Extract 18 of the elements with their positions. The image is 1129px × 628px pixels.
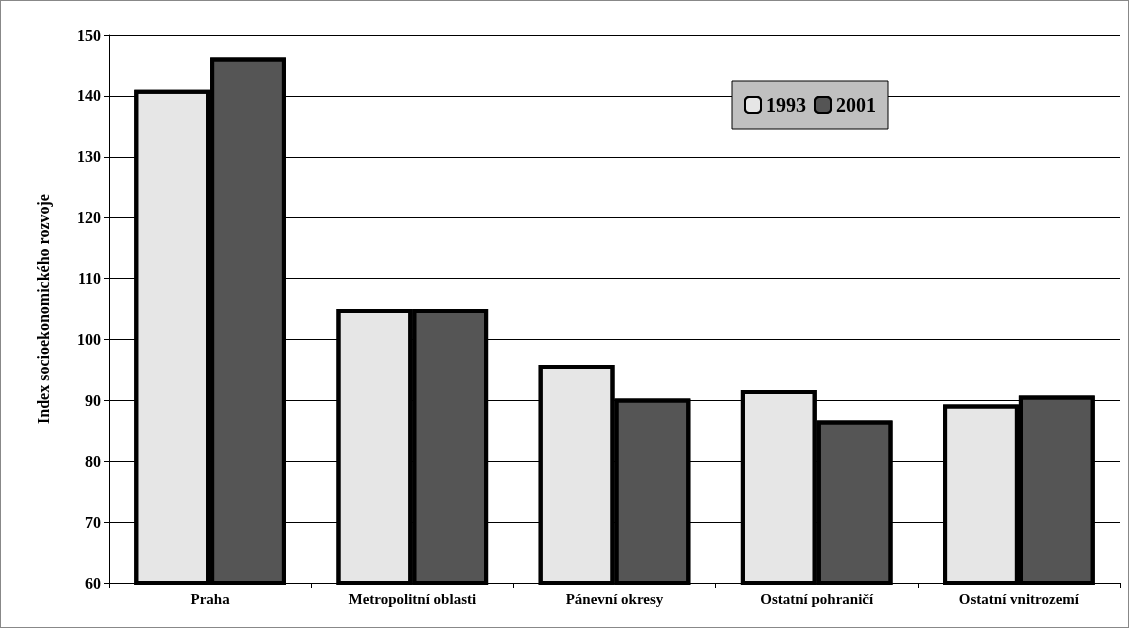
y-axis-title: Index socioekonomického rozvoje: [34, 194, 53, 424]
legend-label: 1993: [766, 94, 806, 116]
y-tick-label: 120: [77, 209, 101, 227]
y-tick-label: 80: [85, 452, 101, 470]
y-tick-label: 60: [85, 574, 101, 592]
y-tick-label: 140: [77, 87, 101, 105]
y-tick-label: 150: [77, 26, 101, 44]
x-tick-label: Ostatní pohraničí: [760, 590, 874, 607]
y-tick-label: 130: [77, 148, 101, 166]
x-tick-label: Metropolitní oblasti: [348, 590, 477, 607]
x-tick-label: Ostatní vnitrozemí: [958, 590, 1080, 607]
y-tick-label: 90: [85, 391, 101, 409]
y-tick-label: 110: [77, 270, 101, 288]
y-tick-label: 70: [85, 513, 101, 531]
x-tick-label: Praha: [190, 590, 231, 607]
x-tick-label: Pánevní okresy: [565, 590, 664, 607]
y-tick-label: 100: [77, 330, 101, 348]
legend-label: 2001: [836, 94, 876, 116]
